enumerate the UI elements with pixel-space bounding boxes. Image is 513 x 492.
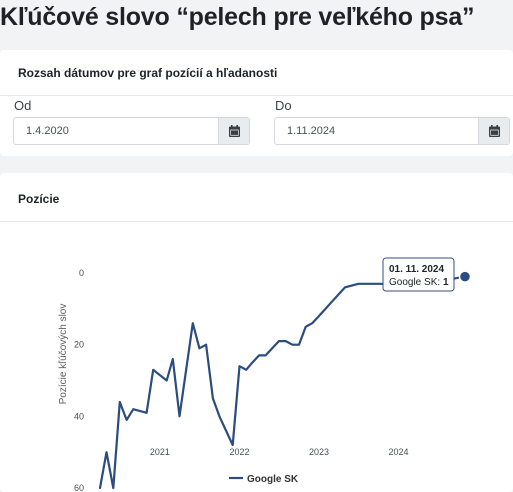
legend[interactable]: Google SK [229,474,299,485]
tooltip-value-line: Google SK: 1 [389,277,449,288]
to-date-value: 1.11.2024 [287,125,336,137]
calendar-icon [228,125,240,137]
x-tick-label: 2023 [309,447,329,457]
y-axis-label: Pozície kľúčových slov [58,304,69,405]
to-calendar-button[interactable] [478,118,509,144]
from-date-input[interactable]: 1.4.2020 [13,117,250,145]
y-tick-label: 0 [79,268,84,278]
legend-label: Google SK [247,474,299,485]
from-date-value: 1.4.2020 [26,125,69,137]
last-point-marker[interactable] [458,270,472,283]
y-tick-label: 40 [74,411,84,421]
x-tick-label: 2021 [150,447,170,457]
y-tick-label: 20 [74,340,84,350]
from-calendar-button[interactable] [218,118,249,144]
tooltip-value: 1 [443,277,449,288]
positions-header: Pozície [0,173,513,222]
to-date-input[interactable]: 1.11.2024 [274,117,510,145]
tooltip: 01. 11. 2024 Google SK: 1 [382,257,455,292]
series-line-google-sk [98,275,467,490]
x-tick-label: 2022 [229,447,249,457]
date-range-card: Rozsah dátumov pre graf pozícií a hľadan… [0,50,513,156]
x-tick-label: 2024 [389,447,409,457]
to-label: Do [275,98,292,113]
from-label: Od [14,98,32,113]
tooltip-date: 01. 11. 2024 [389,264,444,275]
date-range-title: Rozsah dátumov pre graf pozícií a hľadan… [18,66,278,80]
page-title: Kľúčové slovo “pelech pre veľkého psa” [0,3,475,31]
tooltip-series-label: Google SK: [389,277,440,288]
positions-card: Pozície Pozície kľúčových slov 0 20 40 60 2… [0,173,513,492]
date-range-header: Rozsah dátumov pre graf pozícií a hľadan… [0,50,513,96]
positions-title: Pozície [18,192,60,206]
calendar-icon [488,125,500,137]
positions-chart: Pozície kľúčových slov 0 20 40 60 2021 2022 2… [58,257,472,492]
y-tick-label: 60 [74,483,84,492]
